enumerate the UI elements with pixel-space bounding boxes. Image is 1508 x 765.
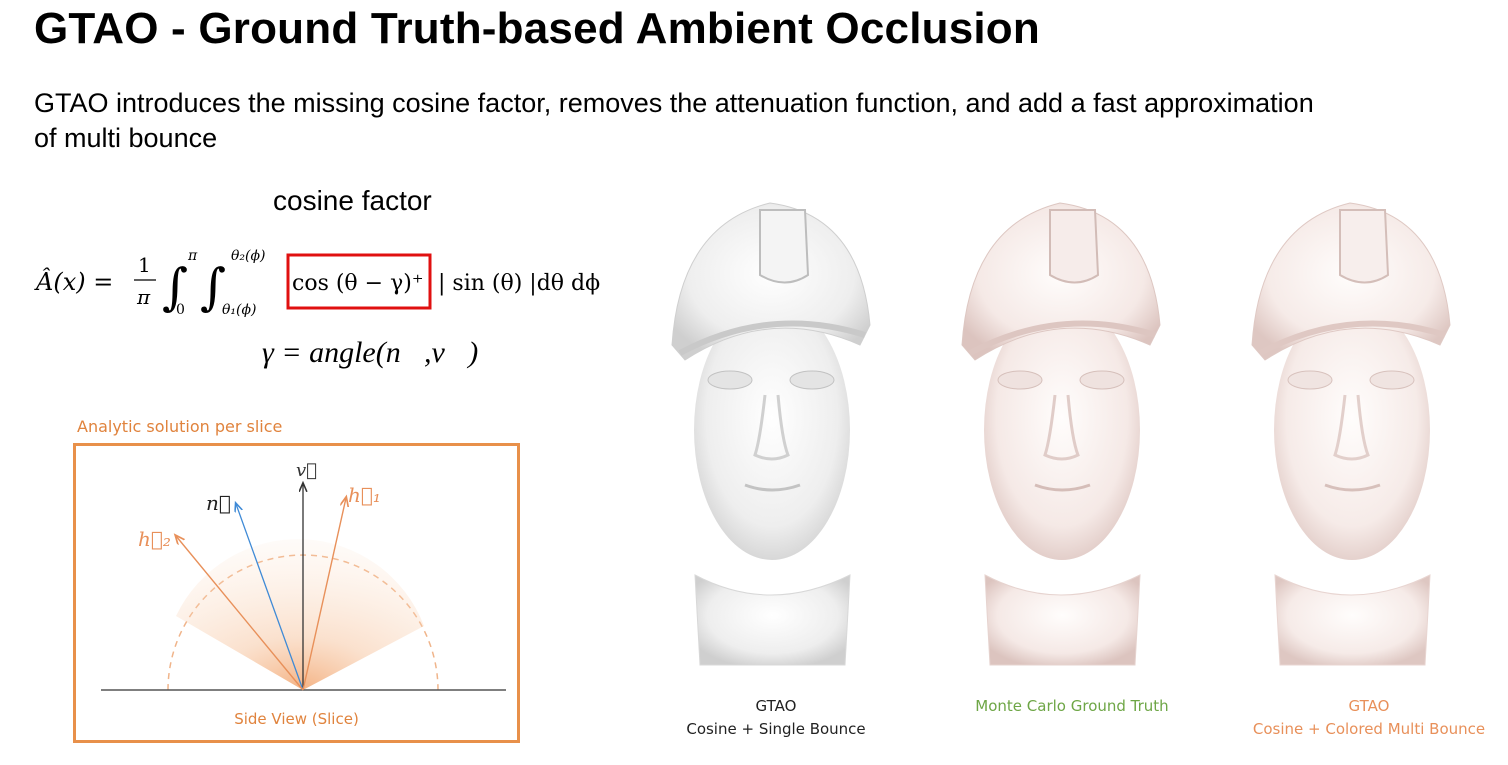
cosine-factor-label: cosine factor [273,185,432,216]
caption-line1: GTAO [1348,697,1390,715]
vector-n-label: n⃗ [206,491,231,515]
caption-gtao-multi: GTAO Cosine + Colored Multi Bounce [1219,695,1508,741]
vector-h1-label: h⃗₁ [348,483,381,507]
gamma-definition: γ = angle(n⃗,v⃗) [262,336,479,369]
vector-n-arrow [236,504,304,691]
integral-sign-1: ∫ [162,258,188,316]
bust-render-gtao-multi [1240,195,1460,690]
slice-caption: Analytic solution per slice [77,417,283,436]
caption-line2: Cosine + Colored Multi Bounce [1252,720,1486,738]
fraction-numerator: 1 [138,253,151,277]
vector-h2-label: h⃗₂ [138,527,171,551]
slide-title: GTAO - Ground Truth-based Ambient Occlus… [34,4,1040,53]
bust-render-gtao-single [660,195,880,690]
formula-lhs: Â(x) = [34,267,113,296]
integral-sign-2: ∫ [200,258,226,316]
vector-h1-arrow [302,498,346,691]
visible-sector [176,539,424,690]
formula-rest: | sin (θ) |dθ dϕ [438,271,600,296]
cosine-term: cos (θ − γ)⁺ [292,271,423,296]
integral-1-upper: π [187,248,198,264]
ao-integral-formula: Â(x) = 1 π ∫ π 0 ∫ θ₂(ϕ) θ₁(ϕ) cos (θ − … [34,238,634,328]
bust-render-monte-carlo [950,195,1170,690]
caption-line1: GTAO [755,697,797,715]
caption-monte-carlo: Monte Carlo Ground Truth [922,695,1222,718]
integral-2-lower: θ₁(ϕ) [222,302,257,318]
cosine-term-highlight [286,253,432,310]
slice-diagram: v⃗ n⃗ h⃗₁ h⃗₂ Side View (Slice) [73,443,520,743]
fraction-denominator: π [136,285,151,309]
integral-2-upper: θ₂(ϕ) [231,248,266,264]
caption-line2: Cosine + Single Bounce [686,720,866,738]
vector-h2-arrow [176,536,304,691]
side-view-label: Side View (Slice) [234,710,359,728]
slide-subtitle: GTAO introduces the missing cosine facto… [34,88,1314,153]
integral-1-lower: 0 [176,302,185,318]
vector-v-label: v⃗ [296,460,317,481]
caption-line1: Monte Carlo Ground Truth [975,697,1169,715]
caption-gtao-single: GTAO Cosine + Single Bounce [626,695,926,741]
